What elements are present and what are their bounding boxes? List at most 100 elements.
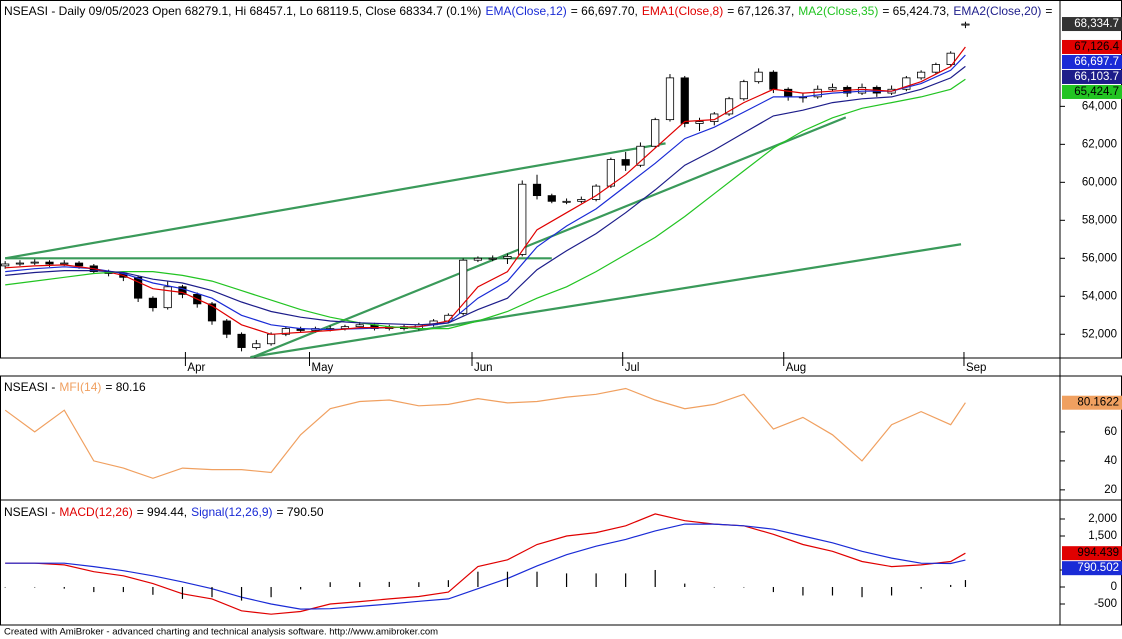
candle-body xyxy=(148,297,157,309)
value-box-label: 790.502 xyxy=(1077,562,1119,574)
series-line xyxy=(5,523,966,610)
value-box-label: 66,103.7 xyxy=(1074,71,1119,83)
candle-body xyxy=(134,276,143,299)
value-box xyxy=(1062,84,1122,99)
histogram-bar xyxy=(418,582,420,587)
x-tick-label: Apr xyxy=(187,362,205,374)
series-line xyxy=(5,46,966,335)
candle-body xyxy=(267,333,276,345)
histogram-bar xyxy=(152,586,154,595)
candle-body xyxy=(724,98,734,115)
candle-body xyxy=(828,86,837,90)
candle-body xyxy=(665,77,675,121)
value-box xyxy=(1062,561,1122,576)
title-text: NSEASI - xyxy=(4,380,55,394)
candle-body xyxy=(222,320,231,335)
series-line xyxy=(5,513,966,615)
legend-value: = 67,126.37, xyxy=(727,4,794,18)
panel-title: NSEASI - MFI(14) = 80.16 xyxy=(4,380,146,394)
x-tick-label: Sep xyxy=(966,362,986,374)
candle-body xyxy=(74,262,84,267)
series-line xyxy=(5,65,966,326)
value-box-label: 80.1622 xyxy=(1077,397,1119,409)
trendline xyxy=(250,243,962,358)
candle-body xyxy=(281,328,290,335)
histogram-bar xyxy=(890,586,893,596)
candle-body xyxy=(606,159,615,187)
histogram-bar xyxy=(831,586,834,596)
histogram-bar xyxy=(388,581,390,587)
legend-name: EMA1(Close,8) xyxy=(642,4,723,18)
value-box-label: 67,126.4 xyxy=(1074,41,1119,53)
candle-body xyxy=(651,119,660,147)
candle-body xyxy=(562,200,571,203)
candle-body xyxy=(532,183,542,197)
candle-body xyxy=(15,262,25,265)
candle-body xyxy=(45,261,54,265)
value-box xyxy=(1062,546,1122,561)
histogram-bar xyxy=(329,582,331,587)
x-tick-label: Jun xyxy=(474,362,493,374)
histogram-bar xyxy=(122,586,124,593)
legend-name: Signal(12,26,9) xyxy=(191,505,272,519)
candle-body xyxy=(636,145,645,166)
panel-title: NSEASI - Daily 09/05/2023 Open 68279.1, … xyxy=(4,4,1052,18)
plot-area xyxy=(1,21,970,358)
y-tick-label: 64,000 xyxy=(1082,100,1117,112)
series-line xyxy=(5,78,966,330)
candle-body xyxy=(739,81,748,100)
y-tick-label: 52,000 xyxy=(1082,328,1117,340)
histogram-bar xyxy=(713,586,715,588)
candle-body xyxy=(503,255,512,259)
legend-value: = 994.44, xyxy=(137,505,187,519)
candle-body xyxy=(961,23,970,26)
candle-body xyxy=(252,343,261,348)
y-tick-label: 62,000 xyxy=(1082,138,1117,150)
candle-body xyxy=(178,286,187,295)
candle-body xyxy=(355,324,364,328)
candle-body xyxy=(60,262,69,265)
histogram-bar xyxy=(63,586,65,589)
mfi-panel-frame xyxy=(0,375,1122,501)
histogram-bar xyxy=(34,586,36,588)
candle-body xyxy=(769,71,778,90)
candle-body xyxy=(30,261,39,264)
candle-body xyxy=(1,263,10,267)
series-line xyxy=(5,54,966,331)
candle-body xyxy=(680,77,689,124)
y-tick-label: 58,000 xyxy=(1082,214,1117,226)
legend-value: = xyxy=(1045,4,1052,18)
value-box-label: 68,334.7 xyxy=(1074,18,1119,30)
legend-value: = 790.50 xyxy=(277,505,324,519)
candle-body xyxy=(621,159,630,166)
value-box xyxy=(1062,69,1122,84)
candle-body xyxy=(207,303,217,322)
histogram-bar xyxy=(477,571,479,587)
legend-value: = 66,697.70, xyxy=(571,4,638,18)
histogram-bar xyxy=(300,586,302,590)
y-tick-label: 56,000 xyxy=(1082,252,1117,264)
candle-body xyxy=(459,259,468,314)
legend-value: = 80.16 xyxy=(105,380,146,394)
y-tick-label: 60,000 xyxy=(1082,176,1117,188)
value-box xyxy=(1062,39,1122,54)
legend-value: = 65,424.73, xyxy=(882,4,949,18)
plot-area xyxy=(4,513,967,615)
candle-body xyxy=(473,257,483,261)
histogram-bar xyxy=(950,584,952,587)
y-tick-label: 40 xyxy=(1104,455,1117,467)
x-tick-label: Aug xyxy=(786,362,806,374)
footer: Created with AmiBroker - advanced charti… xyxy=(4,627,438,638)
histogram-bar xyxy=(211,586,213,598)
histogram-bar xyxy=(625,573,627,587)
histogram-bar xyxy=(4,586,6,588)
histogram-bar xyxy=(595,573,597,587)
histogram-bar xyxy=(447,580,449,587)
y-tick-label: 20 xyxy=(1104,484,1117,496)
value-box xyxy=(1062,54,1122,69)
y-tick-label: 1,500 xyxy=(1088,530,1117,542)
value-box-label: 994.439 xyxy=(1077,547,1119,559)
value-box-label: 65,424.7 xyxy=(1074,86,1119,98)
histogram-bar xyxy=(802,586,804,596)
